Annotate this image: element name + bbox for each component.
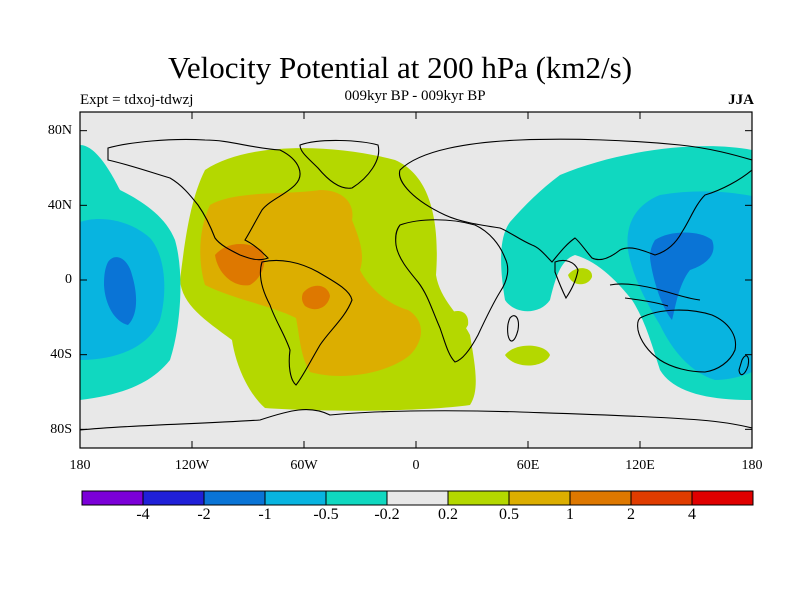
colorbar (81, 490, 754, 506)
negative-contour-1 (650, 232, 714, 320)
lon-tick-label-0: 0 (412, 458, 420, 473)
colorbar-label: -0.5 (313, 506, 339, 523)
lat-tick-label-40n: 40N (47, 198, 72, 213)
colorbar-cell (630, 490, 693, 506)
lon-tick-label-60w: 60W (290, 458, 318, 473)
lat-tick-label-0: 0 (65, 272, 72, 287)
colorbar-label: 1 (566, 506, 574, 523)
colorbar-label: 4 (688, 506, 696, 523)
madagascar-outline (507, 315, 519, 342)
australia-outline (637, 309, 737, 373)
positive-contour-0.5 (200, 190, 422, 376)
new-zealand-outline (738, 355, 750, 376)
colorbar-cell (264, 490, 327, 506)
lon-tick-label-60e: 60E (516, 458, 540, 473)
positive-contour-1-south-america (301, 285, 330, 310)
lon-tick-label-120e: 120E (625, 458, 655, 473)
colorbar-label: -0.2 (374, 506, 400, 523)
colorbar-cell (569, 490, 632, 506)
colorbar-label: 0.2 (438, 506, 458, 523)
africa-outline (395, 219, 509, 363)
contour-fields (80, 138, 752, 431)
colorbar-label: 0.5 (499, 506, 519, 523)
lat-tick-label-80n: 80N (47, 123, 72, 138)
negative-contour-1-west (104, 257, 137, 325)
indonesia-outline (609, 283, 701, 307)
colorbar-cell (81, 490, 144, 506)
colorbar-cell (508, 490, 571, 506)
colorbar-cell (691, 490, 754, 506)
colorbar-cell (386, 490, 449, 506)
lon-tick-label-180e: 180 (741, 458, 763, 473)
axis-ticks (79, 112, 753, 448)
experiment-label: Expt = tdxoj-tdwzj (80, 92, 194, 108)
europe-asia-outline (398, 138, 752, 263)
map-subtitle: 009kyr BP - 009kyr BP (344, 88, 486, 104)
lat-tick-label-40s: 40S (50, 347, 72, 362)
lon-tick-label-120w: 120W (174, 458, 210, 473)
colorbar-label: -4 (136, 506, 150, 523)
antarctica-outline (80, 409, 752, 431)
lon-tick-label-180w: 180 (69, 458, 91, 473)
india-outline (554, 259, 579, 300)
colorbar-cell (142, 490, 205, 506)
colorbar-label: -2 (197, 506, 211, 523)
positive-contour-0.2-small-1 (440, 310, 469, 336)
colorbar-cell (203, 490, 266, 506)
map-title: Velocity Potential at 200 hPa (km2/s) (167, 50, 633, 85)
colorbar-label: 2 (627, 506, 635, 523)
positive-contour-0.2-small-3 (568, 268, 593, 285)
colorbar-cell (325, 490, 388, 506)
positive-contour-0.2-small-2 (505, 345, 550, 366)
lat-tick-label-80s: 80S (50, 422, 72, 437)
south-america-outline (259, 259, 353, 386)
coastlines (80, 138, 752, 431)
north-america-outline (107, 138, 301, 261)
colorbar-label: -1 (258, 506, 272, 523)
greenland-outline (299, 139, 380, 189)
positive-contour-1 (215, 243, 265, 286)
season-label: JJA (728, 92, 754, 108)
colorbar-cell (447, 490, 510, 506)
